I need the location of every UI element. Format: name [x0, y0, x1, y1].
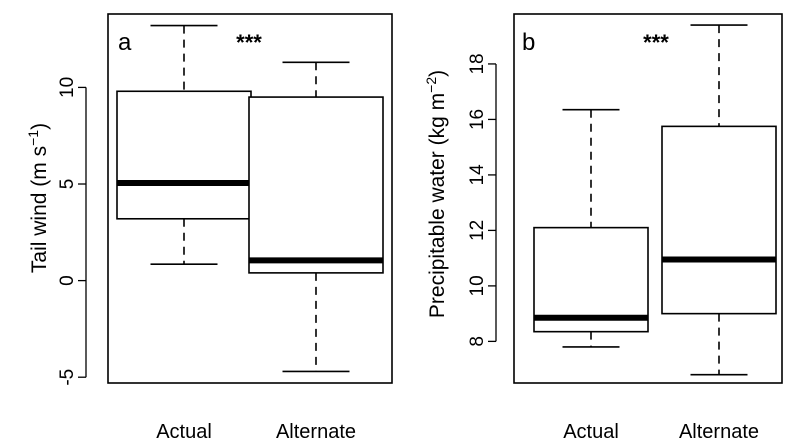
panel-a-boxes — [116, 24, 384, 373]
panel-b-ylabel: Precipitable water (kg m−2) — [423, 70, 449, 318]
panel-b-significance: *** — [643, 30, 669, 55]
panel-b-xtick-actual: Actual — [563, 421, 619, 443]
panel-b-y-tick-label: 16 — [467, 109, 488, 130]
panel-a-y-tick-label: 5 — [57, 179, 78, 190]
panel-b-y-tick-label: 12 — [467, 220, 488, 241]
panel-a-y-tick-label: 0 — [57, 275, 78, 286]
panel-a-ylabel-main: Tail wind (m s — [28, 146, 51, 273]
iqr-box — [661, 125, 777, 315]
panel-a-ylabel: Tail wind (m s−1) — [25, 123, 51, 273]
panel-a-y-tick-label: -5 — [57, 369, 78, 386]
panel-b-letter: b — [522, 29, 535, 56]
panel-a-xtick-actual: Actual — [156, 421, 212, 443]
panel-b-frame — [513, 13, 783, 384]
panel-b-xtick-alternate: Alternate — [679, 421, 759, 443]
iqr-box — [533, 226, 649, 333]
iqr-box — [248, 96, 384, 274]
panel-a-letter: a — [118, 29, 132, 56]
panel-b-y-tick-label: 10 — [467, 275, 488, 296]
panel-b-y-tick-label: 8 — [467, 336, 488, 347]
panel-a-box-alternate — [248, 61, 384, 373]
panel-a-xtick-alternate: Alternate — [276, 421, 356, 443]
panel-b-y-tick-label: 18 — [467, 53, 488, 74]
panel-a: a *** Tail wind (m s−1) -5 0 5 10 Actual Al… — [25, 13, 393, 443]
panel-a-significance: *** — [236, 30, 262, 55]
panel-a-box-actual — [116, 24, 252, 265]
panel-a-y-axis: -5 0 5 10 — [57, 77, 87, 386]
panel-a-frame — [107, 13, 393, 384]
panel-b-boxes — [533, 24, 777, 376]
panel-b: b *** Precipitable water (kg m−2) 8 10 12 1… — [423, 13, 783, 443]
panel-b-box-alternate — [661, 24, 777, 376]
panel-b-ylabel-sup: −2 — [423, 77, 439, 93]
panel-b-ylabel-close: ) — [426, 70, 449, 77]
panel-a-ylabel-sup: −1 — [25, 130, 41, 146]
panel-b-y-axis: 8 10 12 14 16 18 — [467, 53, 497, 347]
panel-a-ylabel-close: ) — [28, 123, 51, 130]
panel-b-box-actual — [533, 108, 649, 348]
panel-b-ylabel-main: Precipitable water (kg m — [426, 93, 449, 318]
panel-a-y-tick-label: 10 — [57, 77, 78, 98]
iqr-box — [116, 90, 252, 220]
panel-b-y-tick-label: 14 — [467, 164, 488, 186]
